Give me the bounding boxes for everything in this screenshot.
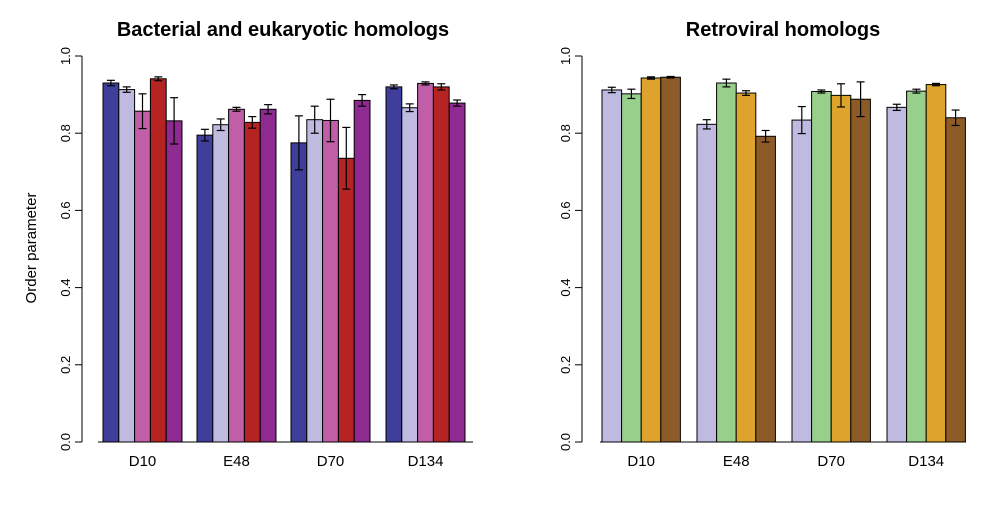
x-category-label: D10 (129, 453, 157, 470)
chart-panel-2: Retroviral homologs 0.0 0.2 0.4 0.6 0.8 1.0 D10… (558, 19, 966, 470)
bar-d10-s5 (165, 120, 183, 443)
bar-d70-s2 (306, 119, 324, 443)
bar-d70-s1 (791, 119, 813, 443)
bar-d10-s1 (601, 89, 623, 443)
y-tick-label: 0.0 (58, 433, 73, 451)
bar-d70-s3 (830, 94, 852, 443)
bar-d10-s2 (118, 89, 136, 443)
chart-title: Bacterial and eukaryotic homologs (117, 19, 449, 41)
bar-d70-s2 (811, 91, 832, 443)
bar-d134-s2 (906, 90, 927, 443)
y-tick-label: 0.4 (58, 279, 73, 297)
bar-d70-s1 (290, 142, 308, 443)
x-category-label: D70 (317, 453, 345, 470)
bar-d134-s1 (886, 106, 908, 443)
bar-d70-s3 (322, 119, 339, 443)
chart-title: Retroviral homologs (686, 19, 880, 41)
y-tick-label: 0.2 (58, 356, 73, 374)
bar-d134-s3 (417, 82, 434, 443)
bar-d70-s5 (353, 99, 371, 443)
bar-d10-s3 (134, 110, 151, 443)
y-tick-label: 0.0 (558, 433, 573, 451)
bar-e48-s1 (696, 123, 718, 443)
bar-d10-s3 (640, 77, 662, 443)
y-tick-label: 0.6 (58, 201, 73, 219)
y-tick-label: 0.4 (558, 279, 573, 297)
x-category-label: E48 (223, 453, 250, 470)
bar-e48-s4 (243, 121, 261, 443)
bar-d134-s4 (945, 117, 966, 443)
x-category-label: D70 (817, 453, 845, 470)
bar-d134-s1 (385, 86, 403, 443)
bar-e48-s5 (259, 108, 277, 443)
bar-d134-s4 (432, 86, 450, 443)
y-axis-label: Order parameter (23, 193, 40, 304)
y-tick-label: 0.8 (58, 124, 73, 142)
y-tick-label: 1.0 (58, 47, 73, 65)
x-category-label: D10 (627, 453, 655, 470)
bar-d134-s2 (401, 107, 419, 443)
x-category-label: D134 (408, 453, 444, 470)
x-category-label: E48 (723, 453, 750, 470)
y-tick-label: 1.0 (558, 47, 573, 65)
bar-e48-s4 (755, 135, 776, 443)
bar-d10-s1 (102, 82, 120, 443)
y-tick-label: 0.2 (558, 356, 573, 374)
bar-e48-s3 (735, 92, 757, 443)
bar-d134-s5 (448, 102, 466, 443)
bar-d10-s4 (660, 76, 681, 443)
bar-d10-s4 (149, 78, 167, 443)
bar-d70-s4 (850, 98, 871, 443)
y-tick-label: 0.6 (558, 201, 573, 219)
chart-panel-1: Bacterial and eukaryotic homologs 0.0 0.2 0… (58, 19, 473, 470)
bar-e48-s2 (716, 82, 737, 443)
x-category-label: D134 (908, 453, 944, 470)
bar-e48-s2 (212, 124, 230, 443)
y-tick-label: 0.8 (558, 124, 573, 142)
bar-d134-s3 (925, 84, 947, 443)
bar-e48-s1 (196, 134, 214, 443)
bar-d10-s2 (621, 93, 642, 443)
bar-d70-s4 (337, 157, 355, 443)
bar-e48-s3 (228, 108, 245, 443)
